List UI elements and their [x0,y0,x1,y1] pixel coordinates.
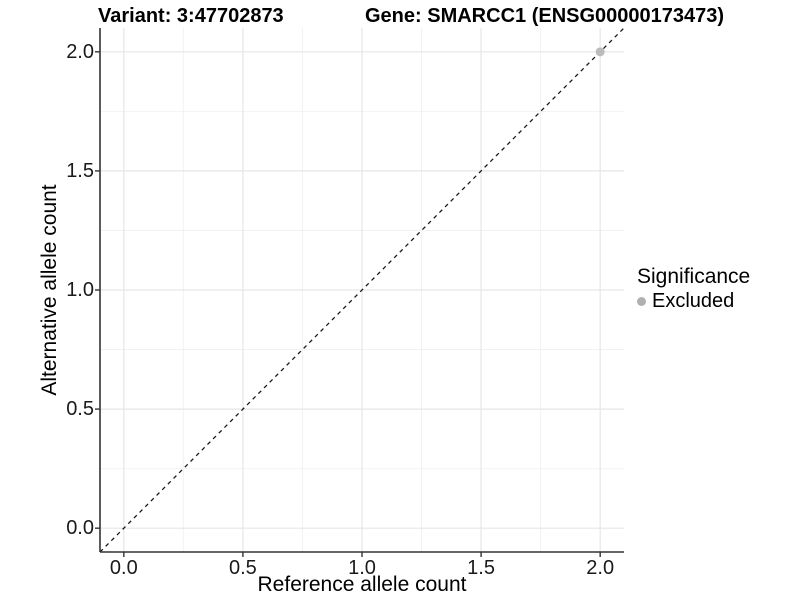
identity-dashed-line [99,27,625,553]
x-tick-label: 2.0 [586,557,615,579]
x-tick-label: 0.0 [109,557,138,579]
plot-title-variant: Variant: 3:47702873 [98,5,284,27]
x-axis-title: Reference allele count [257,573,467,596]
data-point-excluded [595,47,605,57]
x-tick-label: 1.0 [348,557,376,579]
y-tick-label: 2.0 [66,40,94,63]
legend-key-dot [637,296,646,306]
legend: Significance Excluded [637,264,750,312]
y-tick-label: 0.5 [66,398,94,421]
legend-item-excluded: Excluded [637,290,750,312]
x-tick-label: 1.5 [467,557,495,579]
y-tick-label: 0.0 [66,517,94,540]
legend-title: Significance [637,265,751,288]
legend-label: Excluded [652,290,735,312]
x-tick-label: 0.5 [229,557,257,579]
y-axis-title: Alternative allele count [38,184,61,396]
y-tick-label: 1.0 [66,279,94,301]
plot-title-gene: Gene: SMARCC1 (ENSG00000173473) [365,5,725,27]
y-tick-label: 1.5 [66,159,94,182]
legend-items: Excluded [637,290,750,312]
